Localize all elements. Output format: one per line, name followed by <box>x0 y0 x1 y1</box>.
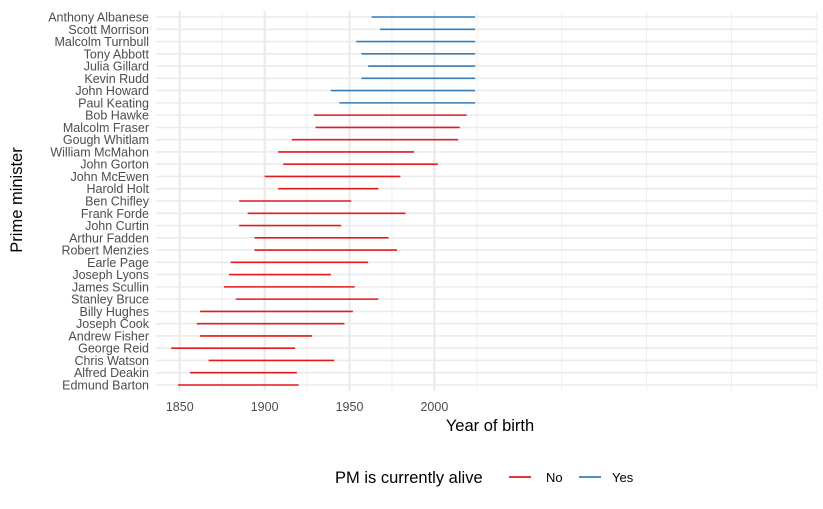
y-tick-label: Scott Morrison <box>68 23 149 37</box>
legend-title: PM is currently alive <box>335 469 483 487</box>
y-tick-label: James Scullin <box>72 280 149 294</box>
y-tick-label: Joseph Lyons <box>72 268 149 282</box>
y-tick-label: Malcolm Turnbull <box>55 35 149 49</box>
y-tick-label: John McEwen <box>70 170 149 184</box>
y-tick-label: Harold Holt <box>86 182 149 196</box>
legend-label-no: No <box>546 470 563 485</box>
x-axis-labels: 1850 1900 1950 2000 <box>166 400 448 414</box>
y-tick-label: Stanley Bruce <box>71 293 149 307</box>
plot-panel <box>156 11 818 391</box>
y-tick-label: Arthur Fadden <box>69 231 149 245</box>
y-tick-label: John Curtin <box>85 219 149 233</box>
y-tick-label: Paul Keating <box>78 96 149 110</box>
y-tick-label: Bob Hawke <box>85 109 149 123</box>
y-tick-label: Tony Abbott <box>84 47 150 61</box>
y-axis-title: Prime minister <box>8 147 26 253</box>
y-tick-label: Kevin Rudd <box>84 72 149 86</box>
y-tick-label: Gough Whitlam <box>63 133 149 147</box>
y-tick-label: Frank Forde <box>81 207 149 221</box>
y-tick-label: John Howard <box>75 84 149 98</box>
y-tick-label: Julia Gillard <box>84 60 149 74</box>
y-tick-label: John Gorton <box>80 158 149 172</box>
y-tick-label: Anthony Albanese <box>48 11 149 25</box>
y-tick-label: William McMahon <box>50 145 149 159</box>
legend: PM is currently alive No Yes <box>335 469 634 487</box>
lifespan-segments <box>171 16 476 386</box>
legend-label-yes: Yes <box>612 470 634 485</box>
y-tick-label: Billy Hughes <box>80 305 149 319</box>
y-tick-label: Chris Watson <box>74 354 149 368</box>
y-tick-label: George Reid <box>78 342 149 356</box>
y-tick-label: Alfred Deakin <box>74 366 149 380</box>
x-tick-label: 1950 <box>336 400 364 414</box>
y-tick-label: Edmund Barton <box>62 379 149 393</box>
y-tick-label: Andrew Fisher <box>68 329 149 343</box>
x-tick-label: 1850 <box>166 400 194 414</box>
x-axis-title: Year of birth <box>446 417 534 435</box>
x-tick-label: 2000 <box>420 400 448 414</box>
y-tick-label: Joseph Cook <box>76 317 150 331</box>
y-tick-label: Robert Menzies <box>61 244 149 258</box>
x-tick-label: 1900 <box>251 400 279 414</box>
y-tick-label: Ben Chifley <box>85 195 150 209</box>
y-tick-label: Earle Page <box>87 256 149 270</box>
y-tick-label: Malcolm Fraser <box>63 121 149 135</box>
